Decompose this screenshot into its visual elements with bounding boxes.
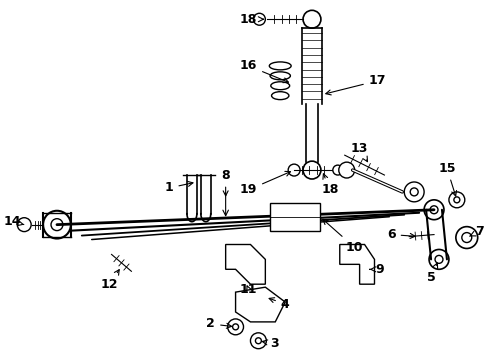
Circle shape — [410, 188, 418, 196]
Text: 6: 6 — [387, 228, 415, 241]
Circle shape — [51, 219, 63, 231]
Circle shape — [339, 162, 355, 178]
Text: 12: 12 — [101, 270, 119, 291]
Circle shape — [462, 233, 472, 243]
Text: 14: 14 — [3, 215, 24, 228]
Circle shape — [17, 218, 31, 231]
Circle shape — [404, 182, 424, 202]
Text: 16: 16 — [240, 59, 289, 83]
Text: 9: 9 — [369, 263, 384, 276]
Text: 19: 19 — [240, 171, 291, 197]
Text: 15: 15 — [438, 162, 457, 196]
Circle shape — [449, 192, 465, 208]
Text: 7: 7 — [469, 225, 484, 238]
Text: 4: 4 — [269, 297, 290, 311]
Circle shape — [333, 165, 343, 175]
Ellipse shape — [270, 72, 291, 80]
Circle shape — [456, 227, 478, 248]
Circle shape — [43, 211, 71, 239]
Circle shape — [303, 161, 321, 179]
Circle shape — [233, 324, 239, 330]
Circle shape — [424, 200, 444, 220]
Polygon shape — [226, 244, 266, 284]
Circle shape — [303, 10, 321, 28]
Text: 18: 18 — [321, 174, 339, 197]
Circle shape — [228, 319, 244, 335]
Text: 5: 5 — [427, 263, 438, 284]
Text: 1: 1 — [165, 181, 193, 194]
Text: 18: 18 — [240, 13, 264, 26]
Circle shape — [429, 249, 449, 269]
Text: 2: 2 — [206, 318, 232, 330]
Polygon shape — [340, 244, 374, 284]
Ellipse shape — [270, 62, 291, 70]
Circle shape — [288, 164, 300, 176]
Circle shape — [253, 13, 266, 25]
Text: 17: 17 — [326, 74, 386, 95]
Circle shape — [250, 333, 267, 349]
Text: 10: 10 — [323, 219, 364, 254]
Circle shape — [255, 338, 261, 344]
Bar — [270, 203, 320, 231]
Circle shape — [435, 255, 443, 264]
Circle shape — [430, 206, 438, 214]
Text: 11: 11 — [240, 283, 257, 296]
Ellipse shape — [271, 82, 290, 90]
Text: 8: 8 — [221, 168, 230, 196]
Polygon shape — [236, 287, 285, 322]
Text: 13: 13 — [351, 142, 368, 162]
Ellipse shape — [271, 92, 289, 100]
Text: 3: 3 — [262, 337, 279, 350]
Circle shape — [454, 197, 460, 203]
